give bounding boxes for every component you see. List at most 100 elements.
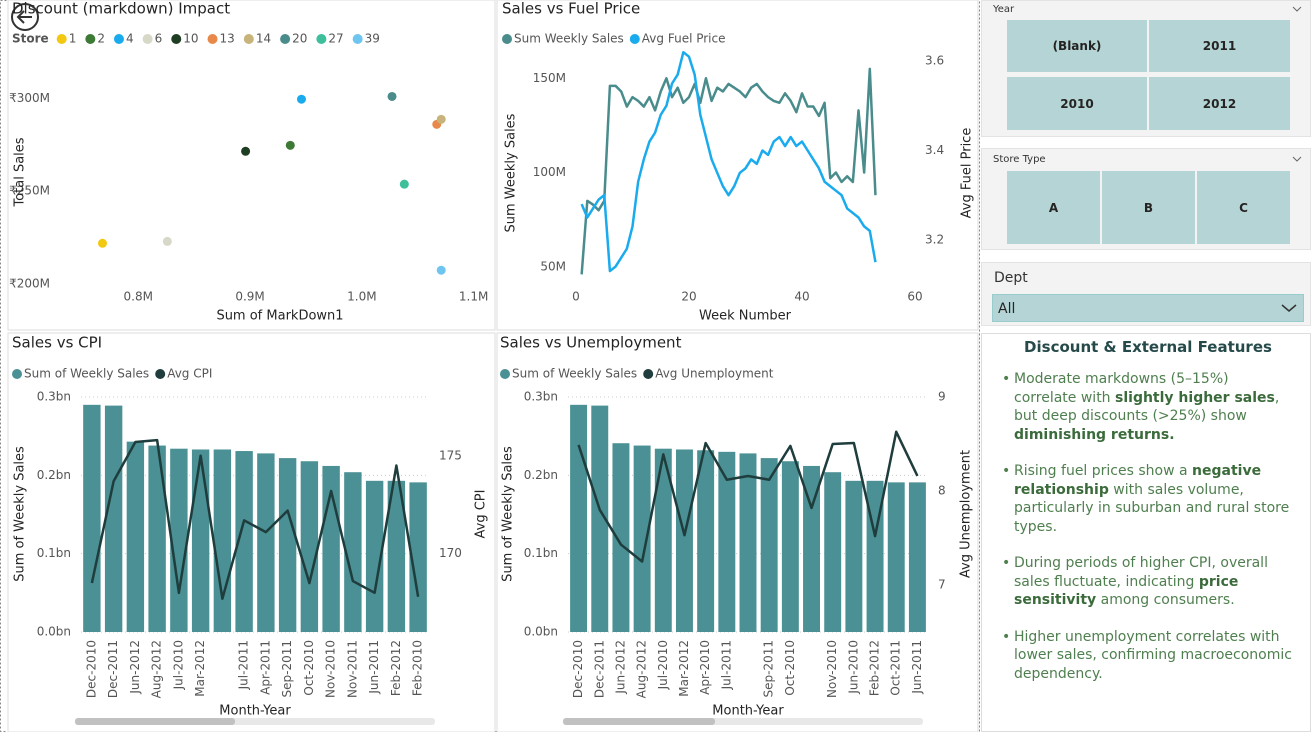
x-tick-label: Oct-2011	[889, 640, 903, 696]
chart-title: Sales vs Fuel Price	[502, 0, 640, 18]
bar	[591, 405, 609, 632]
scrollbar-thumb[interactable]	[563, 718, 715, 725]
bar	[739, 453, 757, 632]
bar	[654, 448, 672, 632]
y-tick-label: ₹250M	[9, 184, 50, 198]
line	[577, 430, 919, 563]
x-tick-label: 1.1M	[459, 290, 488, 304]
y-tick-label: 0.1bn	[524, 546, 558, 560]
slicer-tile[interactable]: 2012	[1149, 77, 1290, 130]
x-tick-label: Sep-2011	[762, 640, 776, 698]
x-tick-label: Mar-2012	[677, 640, 691, 697]
x-tick-label: 40	[794, 290, 809, 304]
x-tick-label: Oct-2010	[302, 640, 316, 696]
x-tick-label: Dec-2011	[592, 640, 606, 698]
y2-tick-label: 9	[938, 390, 946, 404]
bar	[191, 449, 210, 632]
y2-tick-label: 3.6	[925, 54, 944, 68]
legend-label: 4	[126, 32, 134, 46]
point	[399, 179, 409, 189]
bullet: Moderate markdowns (5–15%) correlate wit…	[1002, 370, 1292, 444]
y-tick-label: 0.3bn	[524, 390, 558, 404]
slicer-tile[interactable]: 2010	[1007, 77, 1147, 130]
legend-swatch	[207, 34, 218, 44]
slicer-tile[interactable]: (Blank)	[1007, 20, 1147, 72]
y2-axis-title: Avg Unemployment	[959, 450, 974, 578]
dropdown[interactable]: All	[992, 294, 1304, 322]
text: During periods of higher CPI, overall sa…	[1014, 555, 1268, 590]
x-tick-label: Dec-2011	[106, 640, 120, 698]
bar	[908, 482, 926, 632]
x-tick-label: 0.8M	[124, 290, 153, 304]
point	[285, 140, 295, 150]
text: Rising fuel prices show a	[1014, 463, 1193, 479]
bar	[718, 451, 736, 632]
y-tick-label: 0.0bn	[524, 625, 558, 639]
bar	[570, 404, 588, 632]
bullet: Higher unemployment correlates with lowe…	[1002, 628, 1292, 684]
legend-swatch	[643, 369, 654, 379]
text: Higher unemployment correlates with lowe…	[1014, 628, 1292, 682]
dropdown-value: All	[998, 301, 1016, 317]
legend-swatch	[142, 34, 153, 44]
x-tick-label: Jun-2011	[367, 640, 381, 695]
bullet: During periods of higher CPI, overall sa…	[1002, 554, 1292, 610]
bar	[633, 445, 651, 632]
legend-swatch	[56, 34, 67, 44]
y-axis-title: Total Sales	[13, 137, 28, 207]
slicer-tile[interactable]: 2011	[1149, 20, 1290, 72]
x-tick-label: Feb-2010	[411, 640, 425, 696]
legend-swatch	[500, 369, 510, 379]
y2-tick-label: 7	[938, 578, 946, 592]
bold-text: slightly higher sales	[1115, 389, 1275, 406]
legend-label: 13	[220, 32, 235, 46]
legend-swatch	[155, 369, 166, 379]
scrollbar-thumb[interactable]	[75, 718, 235, 725]
slicer-tile[interactable]: B	[1102, 171, 1195, 244]
y-tick-label: ₹200M	[9, 277, 50, 291]
legend-label: 10	[183, 32, 198, 46]
chevron[interactable]	[1281, 303, 1297, 313]
text: with sales volume, particularly in subur…	[1014, 481, 1290, 535]
chevron[interactable]	[1292, 5, 1302, 13]
year-slicer: Year (Blank) 2011 2010 2012	[981, 0, 1311, 137]
chart-title: Discount (markdown) Impact	[12, 0, 230, 18]
legend-swatch	[171, 34, 182, 44]
legend-swatch	[629, 34, 640, 44]
y2-tick-label: 3.4	[925, 143, 944, 157]
x-tick-label: Jun-2011	[910, 640, 924, 695]
bullet: Rising fuel prices show a negative relat…	[1002, 462, 1292, 536]
x-tick-label: Jul-2010	[656, 640, 670, 690]
notes-title: Discount & External Features	[1024, 338, 1272, 356]
point	[97, 238, 107, 248]
y2-axis-title: Avg Fuel Price	[960, 128, 975, 219]
y-axis-title: Sum Weekly Sales	[504, 113, 519, 232]
x-tick-label: Jun-2012	[128, 640, 142, 695]
legend-swatch	[113, 34, 124, 44]
y-axis-title: Sum of Weekly Sales	[13, 446, 28, 582]
x-tick-label: Dec-2010	[84, 640, 98, 698]
x-tick-label: Aug-2012	[150, 640, 164, 698]
y-tick-label: 150M	[533, 71, 566, 85]
slicer-tile[interactable]: A	[1007, 171, 1100, 244]
slicer-title: Year	[993, 4, 1015, 15]
x-tick-label: Nov-2010	[324, 640, 338, 698]
legend-swatch	[352, 34, 363, 44]
legend-swatch	[12, 369, 22, 379]
x-tick-label: 60	[907, 290, 922, 304]
back-button[interactable]	[11, 3, 39, 31]
x-tick-label: Nov-2011	[345, 640, 359, 698]
legend-swatch	[280, 34, 291, 44]
bar	[213, 449, 232, 632]
legend-label: 1	[69, 32, 77, 46]
legend-label: 14	[256, 32, 271, 46]
slicer-tile[interactable]: C	[1197, 171, 1290, 244]
bar	[235, 451, 253, 632]
y-axis-title: Sum of Weekly Sales	[501, 446, 516, 582]
panel	[496, 332, 979, 732]
panel	[7, 0, 496, 331]
chevron[interactable]	[1292, 155, 1302, 163]
x-tick-label: Dec-2010	[571, 640, 585, 698]
bar	[409, 482, 427, 632]
